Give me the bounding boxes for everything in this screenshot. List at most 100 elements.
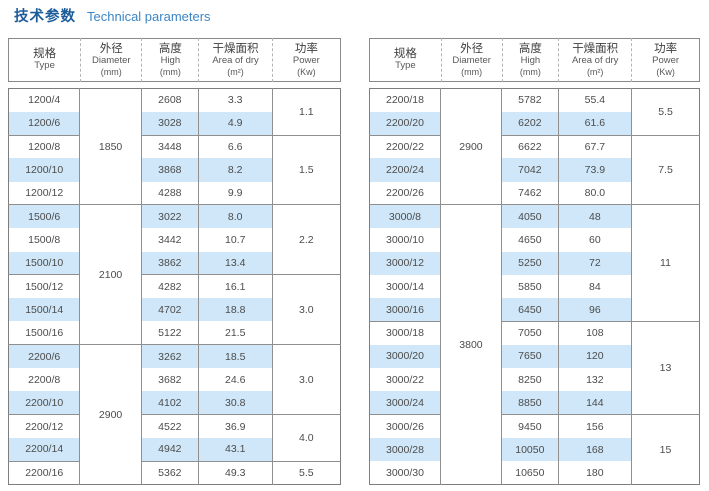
type-cell: 3000/24 bbox=[369, 391, 441, 415]
area-cell: 49.3 bbox=[197, 460, 273, 485]
high-cell: 3448 bbox=[140, 134, 199, 159]
area-cell: 43.1 bbox=[197, 437, 273, 462]
type-cell: 1200/4 bbox=[28, 94, 61, 107]
area-cell: 13.4 bbox=[197, 251, 273, 275]
header-col-type: 规格 Type bbox=[33, 48, 57, 72]
table-row: 1500/12 4282 16.1 3.0 bbox=[8, 274, 341, 345]
high-cell: 3868 bbox=[140, 158, 199, 182]
diameter-cell: 2900 bbox=[79, 344, 142, 485]
high-cell: 5362 bbox=[140, 460, 199, 485]
type-cell: 2200/16 bbox=[8, 460, 80, 485]
page-title: 技术参数 Technical parameters bbox=[14, 5, 211, 26]
area-cell: 4.9 bbox=[197, 111, 273, 136]
high-cell: 4702 bbox=[140, 298, 199, 322]
type-cell: 2200/10 bbox=[8, 391, 80, 415]
type-cell: 1200/10 bbox=[8, 158, 80, 182]
high-cell: 5782 bbox=[500, 88, 559, 112]
high-cell: 4050 bbox=[500, 204, 559, 229]
area-cell: 180 bbox=[557, 461, 632, 485]
high-cell: 9450 bbox=[500, 414, 559, 438]
table-row: 2200/12 4522 36.9 4.0 bbox=[8, 414, 341, 462]
type-cell: 3000/28 bbox=[369, 437, 441, 462]
parameters-table-left: 规格 Type 外径 Diameter (mm) 高度 High (mm) 干燥… bbox=[8, 38, 341, 486]
diameter-cell: 2900 bbox=[439, 88, 502, 205]
area-cell: 60 bbox=[557, 228, 632, 252]
area-cell: 6.6 bbox=[197, 134, 273, 159]
header-col-area: 干燥面积 Area of dry (m²) bbox=[198, 38, 271, 82]
high-cell: 3862 bbox=[140, 251, 199, 275]
area-cell: 132 bbox=[557, 368, 632, 392]
header-col-area: 干燥面积 Area of dry (m²) bbox=[558, 38, 631, 82]
type-cell: 2200/12 bbox=[8, 414, 80, 438]
table-row: 3000/14 5850 84 bbox=[370, 274, 700, 299]
area-cell: 24.6 bbox=[197, 368, 273, 392]
diameter-cell: 3800 bbox=[439, 204, 502, 485]
diameter-cell: 2100 bbox=[79, 204, 142, 345]
area-cell: 36.9 bbox=[197, 414, 273, 438]
type-cell: 1200/6 bbox=[8, 111, 80, 136]
area-cell: 48 bbox=[557, 204, 632, 229]
table-row: 1500/6 2100 3022 8.0 2.2 bbox=[8, 204, 341, 345]
table-row: 3000/16 6450 96 bbox=[369, 298, 700, 322]
high-cell: 4102 bbox=[140, 391, 199, 415]
type-cell: 2200/18 bbox=[385, 94, 424, 107]
type-cell: 1200/8 bbox=[8, 134, 80, 159]
type-cell: 1200/12 bbox=[25, 187, 64, 200]
high-cell: 4522 bbox=[140, 414, 199, 438]
type-cell: 2200/24 bbox=[369, 158, 441, 182]
area-cell: 108 bbox=[557, 320, 632, 345]
table-row: 3000/20 7650 120 bbox=[369, 344, 700, 369]
table-row: 1200/10 3868 8.2 bbox=[8, 158, 341, 182]
table-row: 1500/8 3442 10.7 bbox=[9, 228, 341, 252]
high-cell: 3682 bbox=[140, 368, 199, 392]
area-cell: 67.7 bbox=[557, 134, 632, 159]
high-cell: 8250 bbox=[500, 368, 559, 392]
table-row: 3000/30 10650 180 bbox=[370, 461, 700, 485]
area-cell: 72 bbox=[557, 251, 632, 275]
high-cell: 3442 bbox=[140, 228, 199, 252]
type-cell: 3000/14 bbox=[385, 280, 424, 293]
high-cell: 6450 bbox=[500, 298, 559, 322]
type-cell: 3000/10 bbox=[385, 233, 424, 246]
table-header: 规格 Type 外径 Diameter (mm) 高度 High (mm) 干燥… bbox=[369, 38, 700, 82]
area-cell: 144 bbox=[557, 391, 632, 415]
type-cell: 2200/6 bbox=[8, 344, 80, 369]
area-cell: 10.7 bbox=[197, 228, 273, 252]
area-cell: 120 bbox=[557, 344, 632, 369]
area-cell: 80.0 bbox=[557, 181, 632, 205]
table-row: 2200/26 7462 80.0 bbox=[370, 181, 700, 205]
power-cell: 3.0 bbox=[271, 274, 341, 345]
table-row: 2200/20 6202 61.6 bbox=[369, 111, 700, 136]
type-cell: 3000/26 bbox=[369, 414, 441, 438]
type-cell: 3000/30 bbox=[385, 466, 424, 479]
area-cell: 61.6 bbox=[557, 111, 632, 136]
table-row: 1200/6 3028 4.9 bbox=[8, 111, 341, 136]
high-cell: 10650 bbox=[500, 461, 559, 485]
power-cell: 5.5 bbox=[271, 460, 341, 485]
type-cell: 3000/16 bbox=[369, 298, 441, 322]
high-cell: 7050 bbox=[500, 320, 559, 345]
table-row: 3000/8 3800 4050 48 11 bbox=[369, 204, 700, 485]
high-cell: 6622 bbox=[500, 134, 559, 159]
type-cell: 2200/26 bbox=[385, 187, 424, 200]
high-cell: 7462 bbox=[500, 181, 559, 205]
type-cell: 1500/10 bbox=[8, 251, 80, 275]
area-cell: 156 bbox=[557, 414, 632, 438]
header-col-high: 高度 High (mm) bbox=[501, 38, 559, 82]
type-cell: 2200/20 bbox=[369, 111, 441, 136]
table-body: 1200/4 1850 2608 3.3 1.1 1200/6 3028 4.9 1200/8 3… bbox=[8, 88, 341, 486]
table-row: 2200/8 3682 24.6 bbox=[9, 368, 341, 392]
type-cell: 2200/14 bbox=[8, 437, 80, 462]
area-cell: 73.9 bbox=[557, 158, 632, 182]
high-cell: 5250 bbox=[500, 251, 559, 275]
table-row: 2200/18 2900 5782 55.4 5.5 bbox=[370, 88, 700, 205]
area-cell: 21.5 bbox=[197, 321, 273, 345]
high-cell: 3022 bbox=[140, 204, 199, 229]
type-cell: 1500/8 bbox=[28, 233, 61, 246]
table-row: 3000/24 8850 144 bbox=[369, 391, 700, 415]
high-cell: 4288 bbox=[140, 181, 199, 205]
header-col-diameter: 外径 Diameter (mm) bbox=[440, 38, 502, 82]
table-row: 3000/12 5250 72 bbox=[369, 251, 700, 275]
table-row: 3000/28 10050 168 bbox=[369, 437, 700, 462]
high-cell: 4282 bbox=[140, 274, 199, 299]
